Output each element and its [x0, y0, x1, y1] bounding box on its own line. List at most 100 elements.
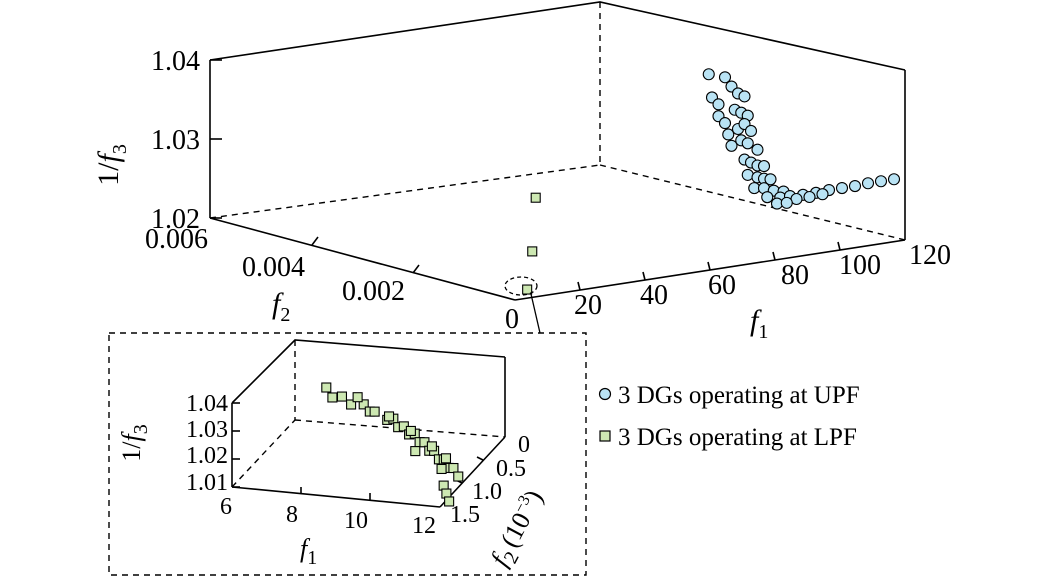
x-tick-label: 100	[839, 250, 881, 281]
main-y-ticks: 0.006 0.004 0.002	[145, 224, 420, 307]
x-tick-label: 60	[708, 270, 736, 301]
main-frame-floor-left	[209, 217, 516, 301]
inset-hidden-floor-back	[294, 419, 506, 438]
upf-data-point	[874, 175, 888, 188]
x-tick-label: 20	[574, 290, 602, 321]
main-frame-back-top	[209, 1, 906, 71]
y-tick-label: 0.006	[145, 224, 208, 255]
inset-data-points	[321, 382, 464, 507]
upf-data-point	[761, 191, 774, 204]
z-tick-label: 1.04	[186, 391, 228, 417]
legend-item-upf: 3 DGs operating at UPF	[598, 382, 860, 409]
lpf-data-point	[444, 496, 455, 507]
legend-label-upf: 3 DGs operating at UPF	[618, 382, 860, 409]
lpf-data-point	[321, 382, 332, 393]
lpf-data-point	[352, 392, 363, 403]
inset-z-ticks: 1.04 1.03 1.02 1.01	[186, 391, 240, 496]
y-tick-label: 1.0	[472, 479, 502, 505]
upf-data-point	[757, 160, 771, 173]
main-hidden-floor-back-right	[599, 164, 906, 241]
z-tick-label: 1.02	[151, 204, 200, 235]
z-tick-label: 1.02	[186, 443, 228, 469]
upf-data-point	[744, 124, 758, 137]
upf-data-point	[751, 143, 764, 156]
lpf-data-point	[426, 441, 437, 452]
z-tick-label: 1.03	[151, 125, 200, 156]
main-hidden-floor-back-left	[209, 164, 601, 219]
upf-data-point	[725, 139, 738, 152]
legend-circle-marker	[598, 387, 612, 401]
z-tick-label: 1.01	[186, 470, 228, 496]
y-tick-label: 0.5	[496, 456, 526, 482]
upf-data-point	[741, 137, 754, 150]
x-tick-mark	[642, 271, 646, 281]
y-tick-label: 0.004	[242, 252, 305, 283]
upf-data-point	[741, 168, 754, 181]
upf-data-point	[803, 190, 816, 204]
lpf-data-point	[440, 453, 452, 464]
upf-data-point	[816, 188, 829, 201]
x-tick-mark	[707, 261, 711, 271]
y-tick-mark	[412, 264, 420, 274]
inset-frame-floor-front	[231, 486, 441, 508]
x-tick-label: 8	[286, 502, 298, 528]
lpf-data-point	[327, 392, 338, 403]
upf-data-point	[722, 128, 735, 141]
inset-border	[108, 332, 587, 576]
upf-data-point	[712, 98, 725, 111]
legend-item-lpf: 3 DGs operating at LPF	[599, 424, 857, 451]
inset-x-axis-label: f1	[300, 534, 317, 569]
upf-data-point	[718, 117, 732, 130]
y-tick-label: 1.5	[450, 502, 480, 528]
inset-hidden-floor-left	[231, 419, 296, 488]
x-tick-label: 0	[505, 304, 519, 335]
lpf-data-point	[522, 284, 533, 295]
x-tick-label: 12	[412, 513, 436, 539]
main-z-ticks: 1.04 1.03 1.02	[151, 46, 222, 235]
upf-data-point	[848, 180, 862, 193]
inset-z-axis-label: 1/f3	[117, 424, 152, 461]
upf-data-point	[835, 182, 849, 195]
z-tick-label: 1.04	[151, 46, 200, 77]
legend-square-marker	[599, 430, 611, 442]
lpf-data-point	[410, 446, 421, 457]
upf-data-point	[887, 173, 901, 186]
main-data-points	[522, 68, 901, 295]
lpf-data-point	[369, 406, 380, 417]
zoom-connector-line	[530, 293, 541, 334]
legend-label-lpf: 3 DGs operating at LPF	[618, 424, 857, 451]
lpf-data-point	[383, 411, 395, 422]
lpf-data-point	[405, 425, 416, 436]
lpf-data-point	[346, 399, 357, 410]
main-y-axis-label: f2	[272, 287, 290, 326]
lpf-data-point	[336, 391, 348, 402]
y-tick-mark	[476, 456, 484, 461]
x-tick-mark	[772, 251, 776, 261]
upf-data-point	[718, 71, 732, 84]
lpf-data-point	[530, 192, 541, 203]
lpf-data-point	[527, 246, 538, 257]
upf-data-point	[702, 68, 715, 81]
lpf-data-point	[358, 399, 369, 410]
lpf-data-point	[436, 463, 447, 475]
lpf-data-point	[448, 462, 459, 474]
main-z-axis-label: 1/f3	[92, 144, 131, 186]
x-tick-label: 120	[909, 240, 951, 271]
upf-data-point	[738, 90, 751, 103]
x-tick-mark	[577, 281, 581, 291]
main-x-ticks: 0 20 40 60 80 100 120	[505, 240, 951, 335]
upf-data-point	[780, 196, 793, 209]
main-x-axis-label: f1	[750, 304, 768, 343]
x-tick-mark	[837, 241, 841, 251]
y-tick-label: 0	[518, 432, 530, 458]
inset-x-ticks: 6 8 10 12	[220, 487, 436, 539]
x-tick-label: 10	[344, 508, 368, 534]
x-tick-label: 6	[220, 494, 232, 520]
lpf-data-point	[453, 471, 464, 482]
upf-data-point	[764, 173, 777, 186]
inset-y-ticks: 0 0.5 1.0 1.5	[450, 432, 530, 528]
main-3d-scatter: 1.04 1.03 1.02 1/f3 0.006 0.004 0.002 f2…	[92, 1, 951, 343]
legend: 3 DGs operating at UPF 3 DGs operating a…	[598, 382, 860, 451]
z-tick-label: 1.03	[186, 417, 228, 443]
